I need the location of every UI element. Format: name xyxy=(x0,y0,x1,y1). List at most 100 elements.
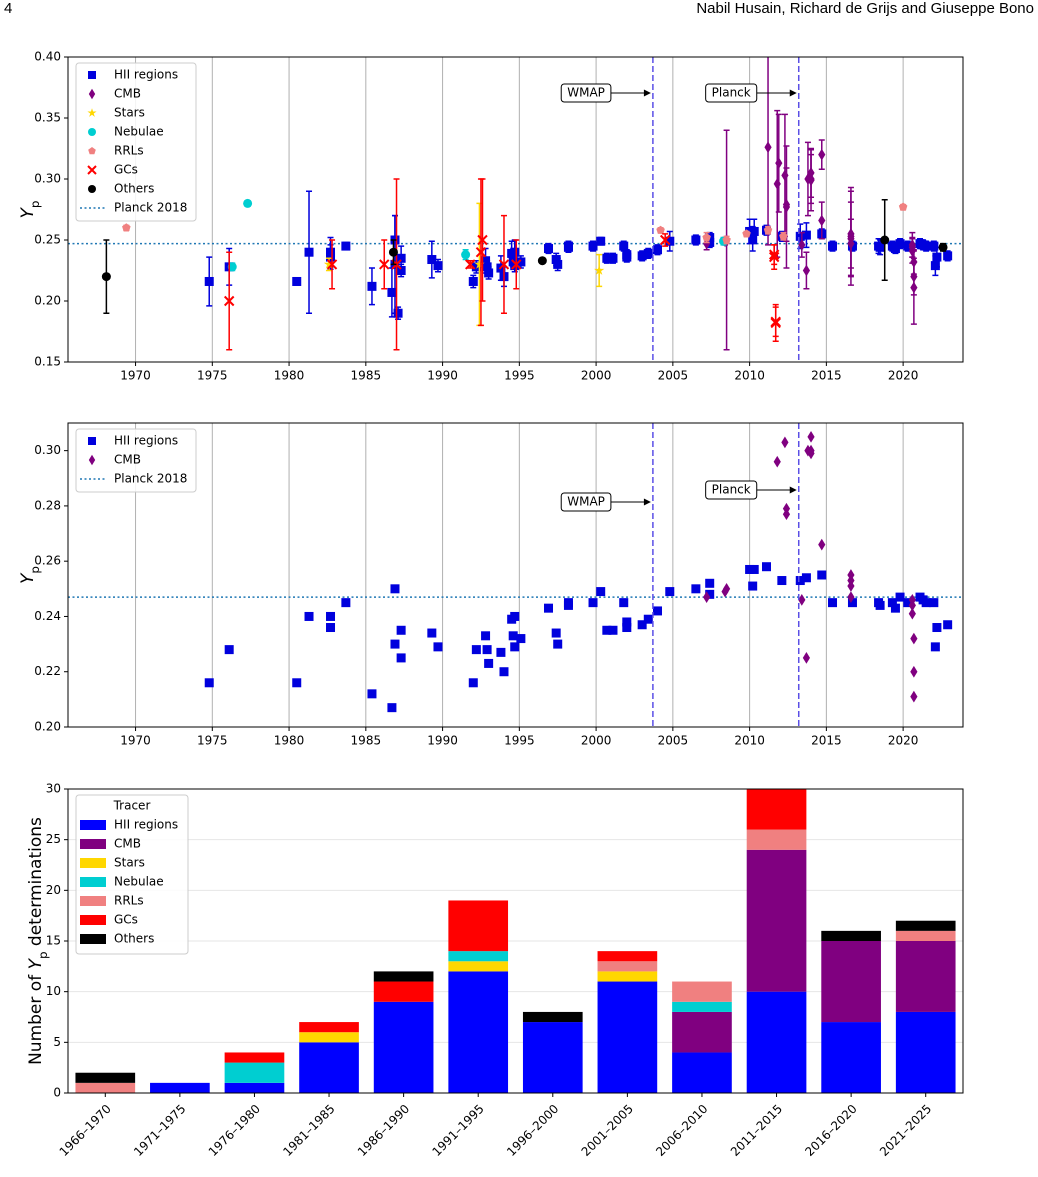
marker xyxy=(847,591,855,603)
marker xyxy=(474,259,485,269)
bar-segment xyxy=(821,930,881,941)
legend-label: HII regions xyxy=(114,68,178,82)
bar-segment xyxy=(75,1072,136,1083)
legend-label: GCs xyxy=(114,913,138,927)
marker xyxy=(88,71,96,79)
marker xyxy=(910,632,918,645)
legend-box xyxy=(75,62,197,222)
marker xyxy=(932,623,942,633)
marker xyxy=(484,658,494,668)
marker xyxy=(544,244,554,254)
x-tick-label: 2000 xyxy=(581,734,612,748)
marker xyxy=(749,564,759,574)
marker xyxy=(122,223,131,232)
x-tick-label: 1975 xyxy=(197,734,228,748)
marker xyxy=(768,249,780,260)
marker xyxy=(608,625,618,635)
marker xyxy=(468,678,478,688)
bar-segment xyxy=(373,971,434,982)
marker xyxy=(705,237,715,247)
marker xyxy=(304,611,314,621)
bar-segment xyxy=(746,849,807,992)
legend-label: Stars xyxy=(114,856,145,870)
marker xyxy=(563,598,573,608)
bar-segment xyxy=(821,1022,881,1093)
marker xyxy=(795,576,805,586)
x-tick-label: 2015 xyxy=(811,369,842,383)
marker xyxy=(326,259,338,270)
legend-label: Others xyxy=(114,182,154,196)
marker xyxy=(88,88,96,100)
marker xyxy=(326,611,336,621)
marker xyxy=(910,281,918,294)
marker xyxy=(908,241,916,254)
marker xyxy=(705,589,715,599)
y-axis-label-part: determinations xyxy=(26,817,46,952)
marker xyxy=(930,261,940,271)
marker xyxy=(801,230,811,240)
marker xyxy=(781,436,789,449)
legend-label: Nebulae xyxy=(114,125,164,139)
marker xyxy=(801,573,811,583)
marker xyxy=(388,247,398,257)
marker xyxy=(396,625,406,635)
marker xyxy=(553,639,563,649)
legend-label: CMB xyxy=(114,837,141,851)
x-tick-label: 1975 xyxy=(197,369,228,383)
arrow-head xyxy=(643,498,651,506)
marker xyxy=(773,455,781,468)
marker xyxy=(588,598,598,608)
marker xyxy=(782,508,791,521)
bar-segment xyxy=(448,971,509,1093)
bar-segment xyxy=(746,991,807,1093)
marker xyxy=(943,251,953,261)
marker xyxy=(511,259,522,270)
x-tick-label: 1970 xyxy=(120,734,151,748)
marker xyxy=(619,241,629,251)
y-tick-label: 30 xyxy=(46,782,61,796)
marker xyxy=(87,108,97,117)
legend-label: RRLs xyxy=(114,894,144,908)
marker xyxy=(818,214,826,227)
marker xyxy=(341,241,351,251)
marker xyxy=(798,594,806,606)
y-axis-label-part: p xyxy=(28,201,42,209)
marker xyxy=(326,252,336,262)
legend-swatch xyxy=(80,877,106,887)
x-tick-label: 1990 xyxy=(427,734,458,748)
bar-segment xyxy=(75,1082,136,1093)
bar-segment xyxy=(895,941,956,1012)
page-number: 4 xyxy=(4,0,12,17)
marker xyxy=(665,587,675,597)
marker xyxy=(908,599,916,612)
y-tick-label: 0 xyxy=(53,1086,61,1100)
plot-frame xyxy=(67,788,964,1094)
marker xyxy=(594,265,605,275)
marker xyxy=(779,231,788,240)
x-tick-label: 2020 xyxy=(888,369,919,383)
legend-label: CMB xyxy=(114,87,141,101)
marker xyxy=(88,454,96,466)
marker xyxy=(622,250,632,260)
x-tick-label: 2020 xyxy=(888,734,919,748)
marker xyxy=(498,259,510,270)
marker xyxy=(465,259,476,270)
marker xyxy=(553,259,563,269)
marker xyxy=(818,148,826,161)
marker xyxy=(475,246,487,258)
legend-label: Planck 2018 xyxy=(114,472,187,486)
marker xyxy=(910,690,918,703)
marker xyxy=(880,235,890,245)
marker xyxy=(396,653,406,663)
y-axis-label-part: Number of xyxy=(26,969,46,1064)
marker xyxy=(516,634,526,644)
y-axis-label-part: p xyxy=(28,566,42,574)
y-tick-label: 10 xyxy=(46,984,61,998)
marker xyxy=(393,308,403,318)
marker xyxy=(326,623,336,633)
bar-segment xyxy=(672,981,732,1002)
bar-segment xyxy=(597,951,658,962)
marker xyxy=(665,236,675,246)
arrow-head xyxy=(789,89,797,97)
legend-swatch xyxy=(80,839,106,849)
